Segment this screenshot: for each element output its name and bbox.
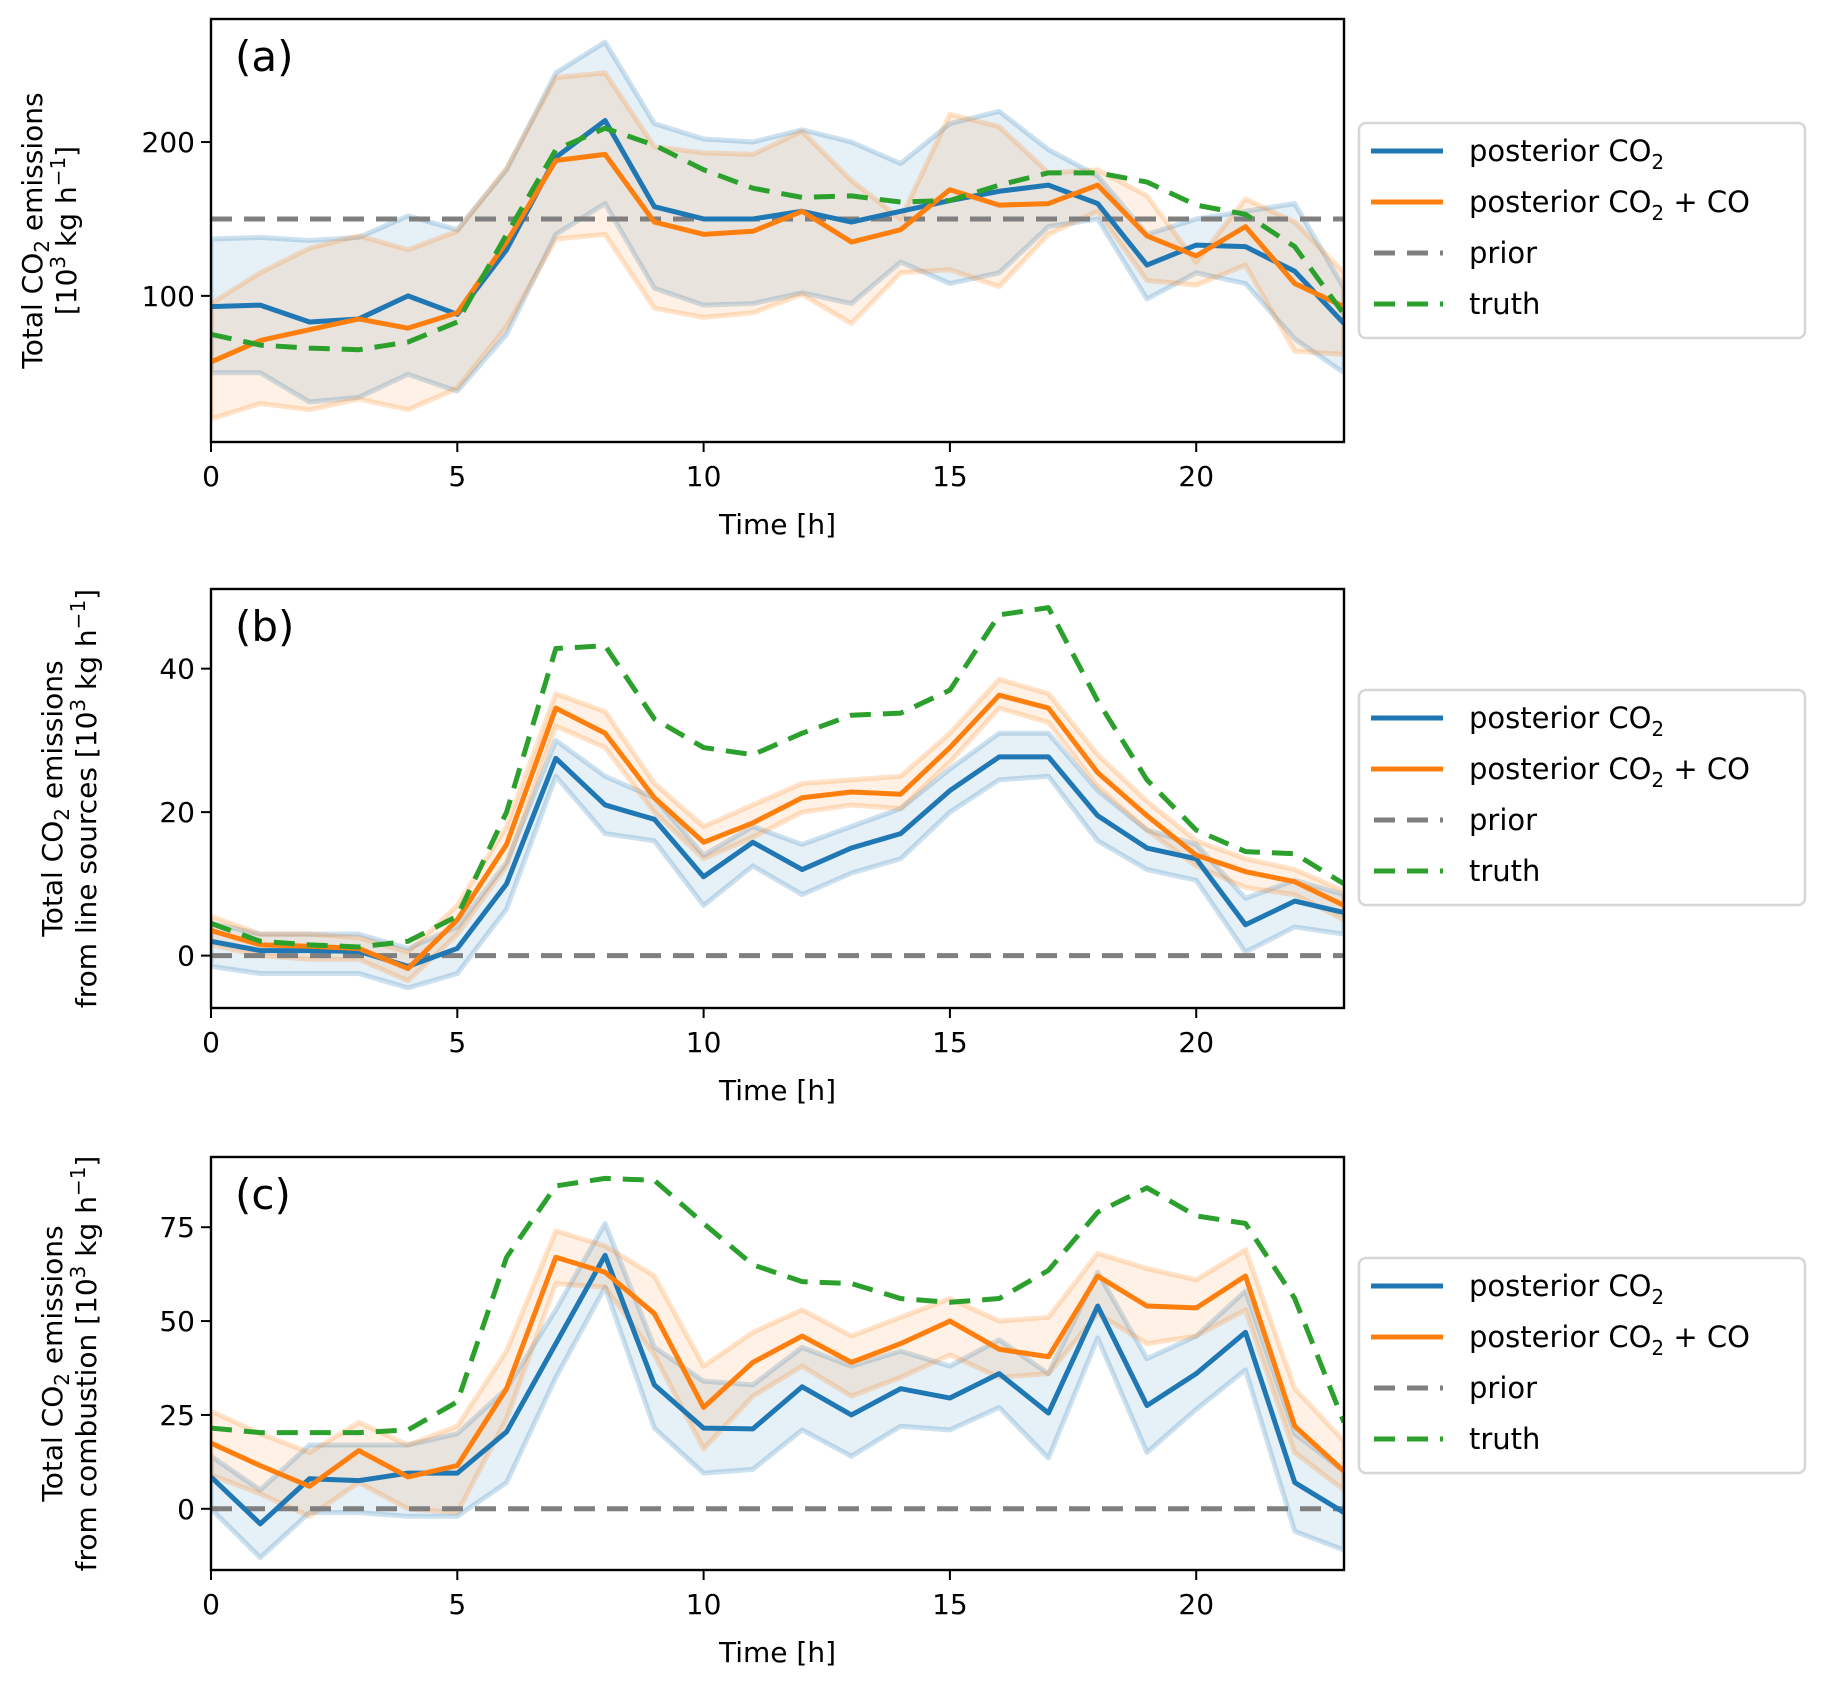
legend-label: posterior CO2​ <box>1469 134 1664 174</box>
axes-frame <box>209 17 1346 444</box>
y-tick-label: 200 <box>142 126 195 159</box>
legend-box <box>1357 1256 1807 1475</box>
legend-label: posterior CO2 + CO <box>1469 185 1750 225</box>
panel-b: 0 5 10 15 20 0 20 40 Time [h] Total CO2​ emission… <box>36 587 1807 1107</box>
y-axis-label-line-2: from combustion [103​ kg h−1​] <box>66 1156 103 1572</box>
series-line-posterior-co2-co <box>211 1254 1344 1489</box>
legend-entry: posterior CO2 + CO <box>1371 752 1750 792</box>
legend-label: prior <box>1469 1371 1537 1405</box>
legend-label: posterior CO2​ <box>1469 1269 1664 1309</box>
x-tick-label: 15 <box>932 1026 968 1059</box>
x-tick-label: 20 <box>1178 460 1214 493</box>
y-axis-label-line-1: Total CO2​ emissions <box>16 92 54 369</box>
y-tick-label: 100 <box>142 280 195 313</box>
y-tick-label: 75 <box>159 1211 195 1244</box>
axes-frame <box>209 587 1346 1010</box>
legend-entry: prior <box>1374 1371 1537 1405</box>
x-tick-label: 0 <box>202 1588 220 1621</box>
uncertainty-band-posterior-co2 <box>211 730 1344 991</box>
x-tick-label: 0 <box>202 1026 220 1059</box>
legend-label: prior <box>1469 236 1537 270</box>
panel-label: (a) <box>235 32 294 81</box>
axes-frame <box>209 1155 1346 1572</box>
x-tick-label: 15 <box>932 1588 968 1621</box>
y-tick-label: 40 <box>159 653 195 686</box>
x-tick-label: 20 <box>1178 1026 1214 1059</box>
legend-entry: posterior CO2​ <box>1371 701 1664 741</box>
y-tick-label: 50 <box>159 1305 195 1338</box>
legend-entry: truth <box>1374 854 1540 888</box>
y-tick-label: 0 <box>177 1493 195 1526</box>
legend-label: truth <box>1469 287 1540 321</box>
plot-area <box>211 605 1344 991</box>
legend-entry: truth <box>1374 287 1540 321</box>
panel-c: 0 5 10 15 20 0 25 50 75 Time [h] Total CO2​ emissi… <box>36 1155 1807 1669</box>
legend-entry: posterior CO2​ <box>1371 1269 1664 1309</box>
x-tick-label: 10 <box>686 1588 722 1621</box>
y-tick-label: 25 <box>159 1399 195 1432</box>
legend-entry: truth <box>1374 1422 1540 1456</box>
legend-entry: posterior CO2​ <box>1371 134 1664 174</box>
y-tick-label: 20 <box>159 796 195 829</box>
x-tick-label: 20 <box>1178 1588 1214 1621</box>
plot-area <box>211 39 1344 422</box>
legend: posterior CO2​ posterior CO2 + CO prior tru… <box>1357 688 1807 907</box>
legend-label: posterior CO2 + CO <box>1469 752 1750 792</box>
legend-label: prior <box>1469 803 1537 837</box>
x-tick-label: 0 <box>202 460 220 493</box>
legend-entry: posterior CO2 + CO <box>1371 185 1750 225</box>
legend-box <box>1357 121 1807 340</box>
series-line-truth <box>211 1175 1344 1436</box>
x-axis-label: Time [h] <box>718 1074 836 1107</box>
x-tick-label: 10 <box>686 1026 722 1059</box>
uncertainty-band-posterior-co2-co <box>211 1228 1344 1519</box>
series-line-truth <box>211 125 1344 353</box>
y-tick-label: 0 <box>177 940 195 973</box>
x-axis-label: Time [h] <box>718 1636 836 1669</box>
x-tick-label: 5 <box>448 460 466 493</box>
legend: posterior CO2​ posterior CO2 + CO prior tru… <box>1357 121 1807 340</box>
y-axis-label-line-1: Total CO2​ emissions <box>36 1225 74 1502</box>
y-axis-label-line-2: from line sources [103​ kg h−1​] <box>66 589 103 1008</box>
panel-label: (b) <box>235 602 294 651</box>
plot-area <box>211 1175 1344 1561</box>
panel-label: (c) <box>235 1170 291 1219</box>
uncertainty-band-posterior-co2 <box>211 1220 1344 1561</box>
series-line-posterior-co2 <box>211 118 1344 326</box>
legend-label: posterior CO2 + CO <box>1469 1320 1750 1360</box>
series-line-posterior-co2-co <box>211 151 1344 365</box>
uncertainty-band-posterior-co2-co <box>211 70 1344 422</box>
legend: posterior CO2​ posterior CO2 + CO prior tru… <box>1357 1256 1807 1475</box>
legend-label: posterior CO2​ <box>1469 701 1664 741</box>
legend-entry: posterior CO2 + CO <box>1371 1320 1750 1360</box>
x-tick-label: 5 <box>448 1588 466 1621</box>
y-axis-label-line-2: [103​ kg h−1​] <box>46 146 83 315</box>
series-line-truth <box>211 605 1344 950</box>
series-line-posterior-co2-co <box>211 692 1344 972</box>
x-tick-label: 5 <box>448 1026 466 1059</box>
legend-entry: prior <box>1374 236 1537 270</box>
panel-a: 0 5 10 15 20 100 200 Time [h] Total CO2​ emissio… <box>16 17 1807 541</box>
legend-label: truth <box>1469 854 1540 888</box>
legend-label: truth <box>1469 1422 1540 1456</box>
legend-box <box>1357 688 1807 907</box>
x-axis-label: Time [h] <box>718 508 836 541</box>
x-tick-label: 15 <box>932 460 968 493</box>
y-axis-label-line-1: Total CO2​ emissions <box>36 660 74 937</box>
legend-entry: prior <box>1374 803 1537 837</box>
x-tick-label: 10 <box>686 460 722 493</box>
uncertainty-band-posterior-co2-co <box>211 676 1344 984</box>
